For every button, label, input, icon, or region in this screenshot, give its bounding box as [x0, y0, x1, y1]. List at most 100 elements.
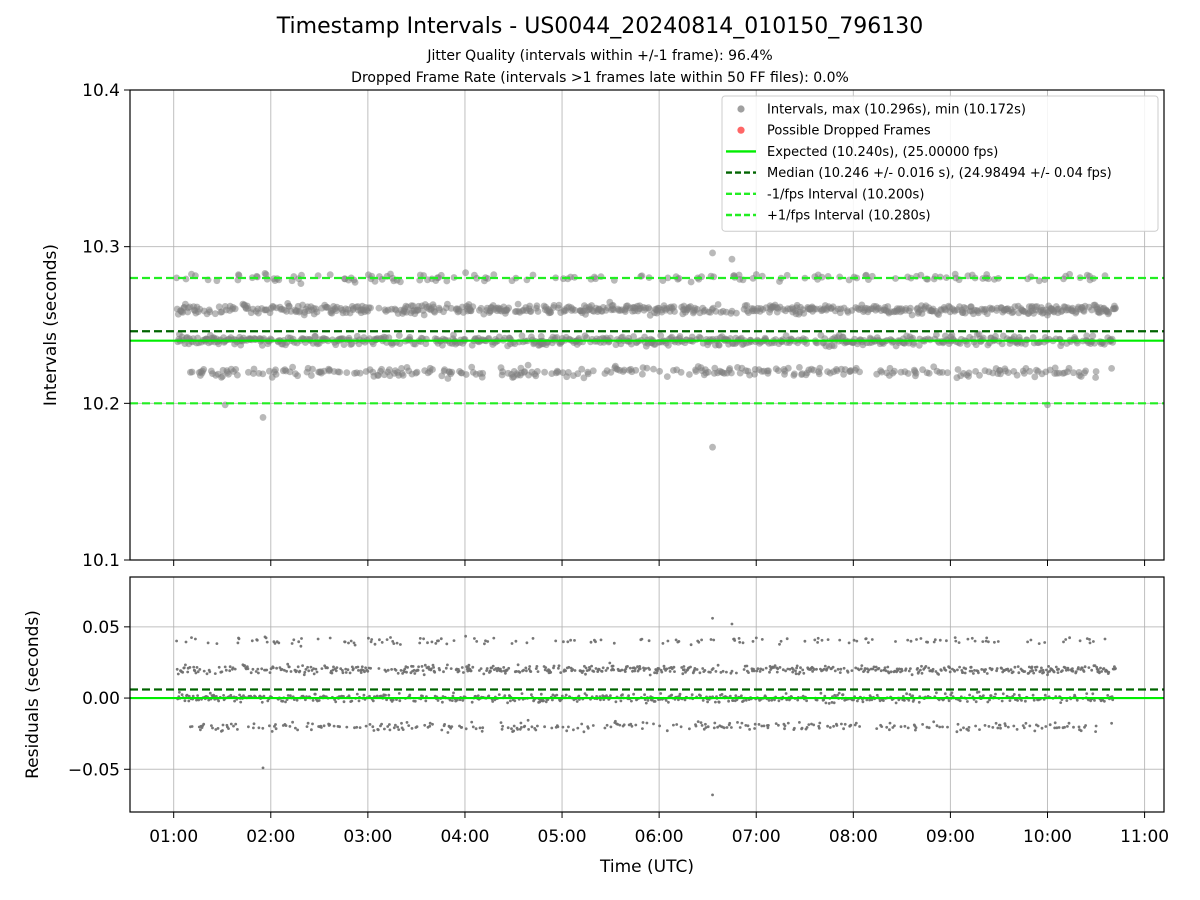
data-point [418, 637, 422, 640]
data-point [257, 726, 261, 730]
data-point [784, 692, 788, 695]
data-point [657, 667, 661, 670]
data-point [581, 669, 585, 673]
data-point [827, 665, 831, 669]
data-point [406, 666, 409, 669]
data-point [905, 692, 908, 696]
data-point [655, 671, 659, 675]
data-point [924, 665, 928, 668]
data-point [914, 728, 917, 732]
data-point [644, 701, 648, 705]
data-point [387, 693, 391, 697]
data-point [674, 638, 678, 642]
data-point [693, 667, 697, 670]
data-point [954, 366, 962, 373]
data-point [567, 665, 571, 669]
data-point [998, 340, 1006, 348]
x-tick-label: 08:00 [829, 827, 878, 847]
data-point [1043, 693, 1047, 697]
data-point [343, 369, 351, 376]
data-point [481, 726, 485, 730]
data-point [341, 671, 345, 675]
data-point [580, 722, 584, 726]
data-point [380, 722, 383, 726]
data-point [415, 725, 419, 729]
data-point [712, 638, 716, 642]
data-point [816, 364, 824, 372]
data-point [260, 700, 264, 704]
data-point [612, 668, 616, 672]
data-point [775, 367, 782, 374]
data-point [399, 669, 403, 672]
data-point [910, 673, 914, 677]
data-point [863, 667, 867, 670]
data-point [207, 698, 211, 702]
data-point [983, 310, 991, 318]
x-tick-label: 07:00 [732, 827, 781, 847]
data-point [232, 366, 240, 373]
y-tick-label: −0.05 [68, 760, 120, 780]
data-point [978, 728, 981, 731]
data-point [796, 364, 803, 371]
data-point [1031, 669, 1034, 673]
data-point [328, 723, 332, 727]
data-point [499, 368, 506, 376]
data-point [695, 668, 699, 671]
data-point [510, 727, 513, 731]
data-point [995, 669, 998, 673]
legend-label: +1/fps Interval (10.280s) [767, 209, 931, 224]
data-point [633, 669, 637, 673]
data-point [512, 729, 516, 733]
data-point [832, 701, 836, 705]
data-point [987, 725, 991, 728]
data-point [1034, 668, 1038, 672]
data-point [229, 693, 233, 697]
data-point [263, 275, 271, 283]
data-point [760, 638, 764, 641]
data-point [180, 693, 184, 697]
data-point [306, 721, 310, 725]
data-point [423, 663, 427, 667]
data-point [369, 666, 372, 670]
data-point [206, 308, 214, 316]
data-point [307, 669, 311, 673]
data-point [963, 671, 967, 675]
data-point [269, 667, 273, 671]
data-point [906, 726, 910, 730]
data-point [650, 365, 657, 373]
data-point [689, 643, 693, 647]
data-point [867, 668, 871, 672]
data-point [580, 374, 588, 382]
data-point [815, 698, 819, 702]
data-point [544, 700, 548, 704]
data-point [927, 726, 931, 730]
data-point [349, 639, 353, 643]
data-point [217, 699, 221, 703]
data-point [227, 727, 230, 730]
data-point [611, 664, 615, 668]
data-point [920, 671, 924, 675]
data-point [200, 366, 208, 373]
data-point [1067, 721, 1071, 725]
data-point [906, 638, 910, 642]
data-point [525, 669, 528, 673]
data-point [799, 666, 802, 670]
data-point [526, 302, 534, 310]
data-point [734, 694, 738, 698]
data-point [725, 726, 729, 729]
data-point [202, 669, 206, 673]
data-point [421, 669, 425, 672]
data-point [355, 692, 359, 696]
data-point [464, 634, 467, 638]
data-point [194, 637, 197, 641]
data-point [964, 341, 971, 348]
data-point [274, 727, 278, 731]
data-point [288, 725, 292, 728]
data-point [309, 365, 316, 373]
data-point [221, 729, 224, 732]
data-point [576, 726, 580, 730]
data-point [802, 671, 806, 675]
data-point [1077, 666, 1080, 669]
data-point [738, 640, 742, 644]
data-point [1057, 726, 1061, 729]
